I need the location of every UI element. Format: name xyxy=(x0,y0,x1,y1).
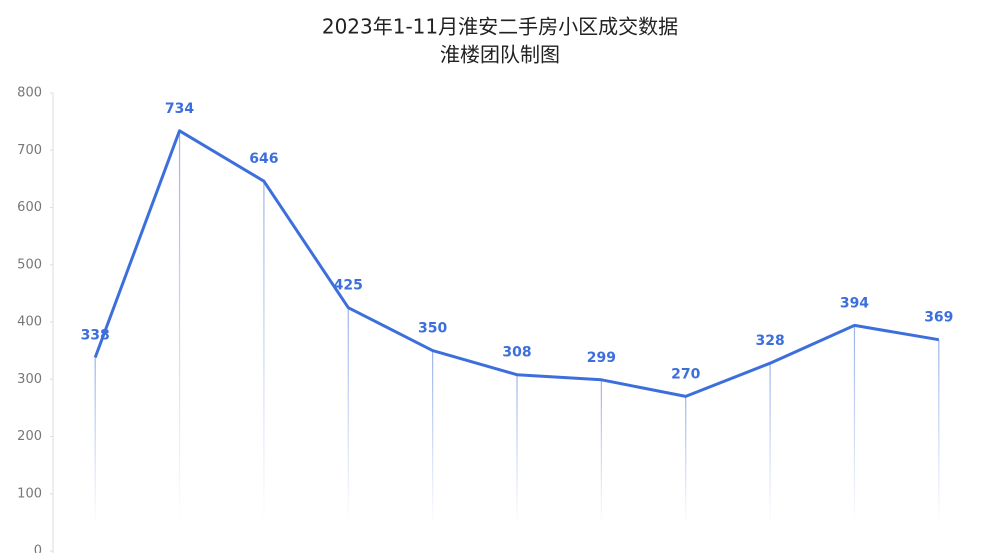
drop-line xyxy=(347,307,349,526)
y-tick-label: 200 xyxy=(17,429,42,444)
y-tick-label: 600 xyxy=(17,200,42,215)
drop-line xyxy=(432,350,434,526)
y-tick-label: 0 xyxy=(34,544,42,553)
drop-line xyxy=(938,339,940,526)
drop-line xyxy=(263,181,265,527)
data-label: 646 xyxy=(249,151,278,167)
y-tick-label: 700 xyxy=(17,143,42,158)
drop-line xyxy=(178,130,181,526)
data-label: 328 xyxy=(755,333,784,349)
chart-title: 2023年1-11月淮安二手房小区成交数据 xyxy=(322,15,678,39)
data-label: 734 xyxy=(165,101,194,117)
data-label: 299 xyxy=(587,350,616,366)
data-label: 394 xyxy=(840,295,869,311)
drop-line xyxy=(853,325,856,526)
drop-line xyxy=(685,396,687,526)
data-label: 270 xyxy=(671,366,700,382)
data-label: 369 xyxy=(924,310,953,326)
data-label: 308 xyxy=(502,345,531,361)
drop-line xyxy=(600,379,602,526)
drop-line xyxy=(94,357,96,526)
data-label: 350 xyxy=(418,321,447,337)
series-line xyxy=(93,129,940,398)
drop-line xyxy=(516,374,518,526)
data-label: 338 xyxy=(81,327,110,343)
y-tick-label: 400 xyxy=(17,315,42,330)
y-tick-label: 800 xyxy=(17,86,42,101)
y-tick-label: 100 xyxy=(17,486,42,501)
y-tick-label: 500 xyxy=(17,257,42,272)
chart-subtitle: 淮楼团队制图 xyxy=(440,43,560,67)
y-tick-label: 300 xyxy=(17,372,42,387)
data-label: 425 xyxy=(334,278,363,294)
drop-line xyxy=(769,363,771,526)
